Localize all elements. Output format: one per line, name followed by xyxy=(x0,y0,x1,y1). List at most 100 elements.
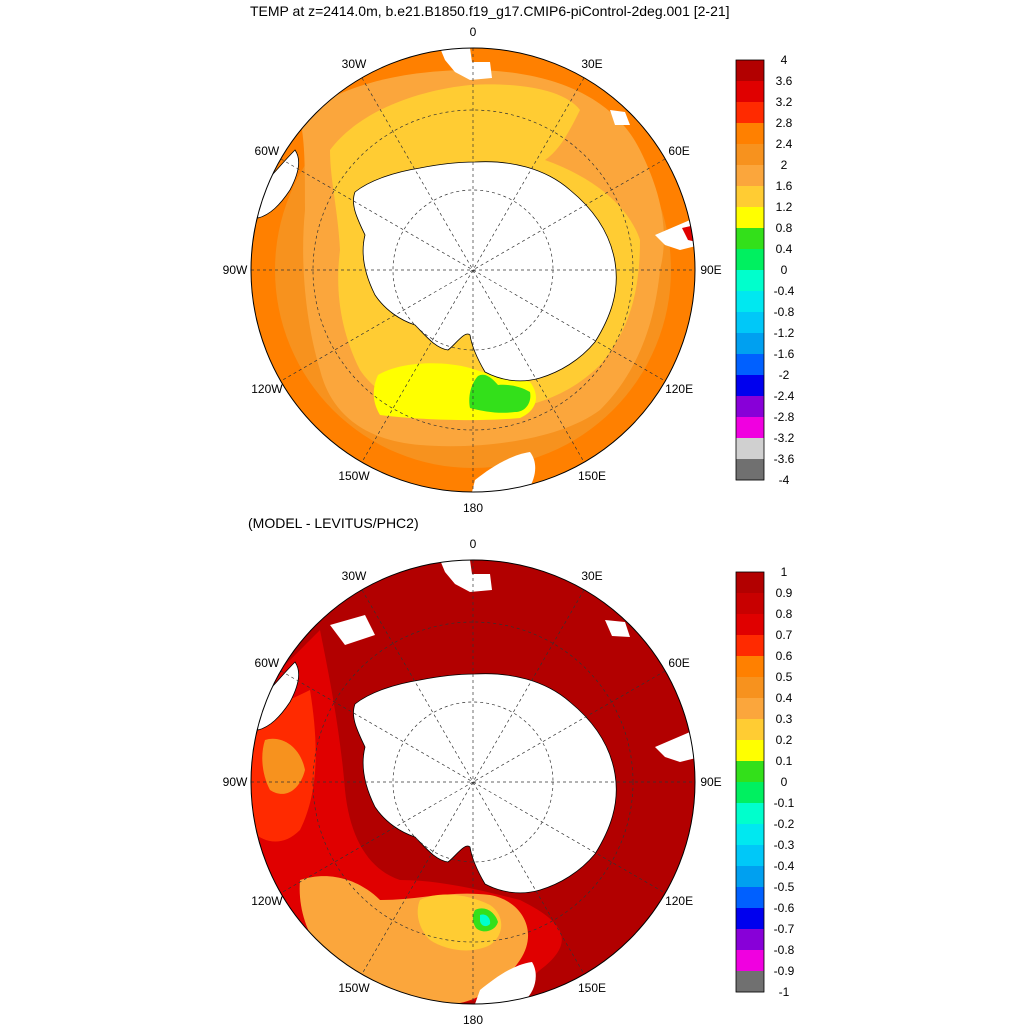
colorbar-swatch xyxy=(736,270,764,292)
longitude-label: 90W xyxy=(223,775,248,789)
longitude-label: 150W xyxy=(338,981,370,995)
colorbar-tick-label: -0.7 xyxy=(774,922,795,936)
colorbar-tick-label: -0.4 xyxy=(774,859,795,873)
colorbar-tick-label: -0.8 xyxy=(774,943,795,957)
top-polar-map: 0 30E 60E 90E 120E 150E 180 150W 120W 90W 60W 30W xyxy=(223,25,722,515)
colorbar-tick-label: -0.6 xyxy=(774,901,795,915)
colorbar-tick-label: -3.2 xyxy=(774,431,795,445)
bottom-map-land-patch-d xyxy=(655,732,695,762)
longitude-label: 150W xyxy=(338,469,370,483)
colorbar-swatch xyxy=(736,824,764,846)
colorbar-tick-label: 0.1 xyxy=(776,754,793,768)
colorbar-swatch xyxy=(736,375,764,397)
colorbar-tick-label: 0.7 xyxy=(776,628,793,642)
colorbar-swatch xyxy=(736,761,764,783)
colorbar-tick-label: 3.6 xyxy=(776,74,793,88)
colorbar-swatch xyxy=(736,291,764,313)
colorbar-tick-label: -3.6 xyxy=(774,452,795,466)
colorbar-tick-label: -0.1 xyxy=(774,796,795,810)
top-map-antarctica xyxy=(353,161,617,382)
top-map-green-patch xyxy=(469,374,531,413)
colorbar-swatch xyxy=(736,144,764,166)
colorbar-tick-label: 0.8 xyxy=(776,607,793,621)
longitude-label: 60W xyxy=(255,656,280,670)
bottom-map-title: (MODEL - LEVITUS/PHC2) xyxy=(248,515,419,531)
longitude-label: 150E xyxy=(578,469,606,483)
bottom-map-land-patch-c xyxy=(605,620,630,637)
colorbar-swatch xyxy=(736,312,764,334)
colorbar-tick-label: -0.3 xyxy=(774,838,795,852)
colorbar-tick-label: 2.4 xyxy=(776,137,793,151)
colorbar-swatch xyxy=(736,123,764,145)
longitude-label: 150E xyxy=(578,981,606,995)
top-colorbar: 4 3.6 3.2 2.8 2.4 2 1.6 1.2 0.8 0.4 0 -0.4 -0.8 -1.2 -… xyxy=(735,53,795,487)
colorbar-tick-label: 0.3 xyxy=(776,712,793,726)
bottom-map-land-patch-a xyxy=(440,560,492,592)
longitude-label: 60W xyxy=(255,144,280,158)
colorbar-swatch xyxy=(736,866,764,888)
colorbar-swatch xyxy=(736,81,764,103)
colorbar-tick-label: 0.4 xyxy=(776,242,793,256)
colorbar-tick-label: -2.8 xyxy=(774,410,795,424)
colorbar-tick-label: 1.6 xyxy=(776,179,793,193)
colorbar-swatch xyxy=(736,929,764,951)
colorbar-tick-label: 0.8 xyxy=(776,221,793,235)
colorbar-tick-label: 4 xyxy=(781,53,788,67)
colorbar-tick-label: -0.2 xyxy=(774,817,795,831)
colorbar-tick-label: 1 xyxy=(781,565,788,579)
bottom-polar-map: 0 30E 60E 90E 120E 150E 180 150W 120W 90W 60W 30W xyxy=(223,537,722,1024)
colorbar-swatch xyxy=(736,887,764,909)
bottom-map-antarctica xyxy=(353,673,617,894)
longitude-label: 90E xyxy=(700,775,721,789)
colorbar-tick-label: -1.2 xyxy=(774,326,795,340)
colorbar-swatch xyxy=(736,908,764,930)
colorbar-swatch xyxy=(736,971,764,993)
top-map-title: TEMP at z=2414.0m, b.e21.B1850.f19_g17.C… xyxy=(250,3,730,19)
colorbar-tick-label: -2 xyxy=(779,368,790,382)
colorbar-swatch xyxy=(736,417,764,439)
colorbar-tick-label: 1.2 xyxy=(776,200,793,214)
colorbar-swatch xyxy=(736,249,764,271)
bottom-map-new-zealand xyxy=(475,962,536,1004)
bottom-map-orange-blob-a xyxy=(262,738,305,794)
colorbar-swatch xyxy=(736,396,764,418)
colorbar-tick-label: -0.8 xyxy=(774,305,795,319)
longitude-label: 180 xyxy=(463,501,483,515)
longitude-label: 30W xyxy=(342,569,367,583)
colorbar-tick-label: 0 xyxy=(781,263,788,277)
longitude-label: 30E xyxy=(581,57,602,71)
colorbar-swatch xyxy=(736,677,764,699)
colorbar-swatch xyxy=(736,698,764,720)
colorbar-swatch xyxy=(736,186,764,208)
colorbar-tick-label: -1.6 xyxy=(774,347,795,361)
colorbar-tick-label: 0.4 xyxy=(776,691,793,705)
colorbar-tick-label: 0.6 xyxy=(776,649,793,663)
colorbar-tick-label: -4 xyxy=(779,473,790,487)
colorbar-tick-label: 2.8 xyxy=(776,116,793,130)
colorbar-outline xyxy=(735,59,765,481)
colorbar-tick-label: 2 xyxy=(781,158,788,172)
longitude-label: 90W xyxy=(223,263,248,277)
longitude-label: 60E xyxy=(668,144,689,158)
colorbar-swatch xyxy=(736,803,764,825)
colorbar-swatch xyxy=(736,614,764,636)
colorbar-swatch xyxy=(736,438,764,460)
longitude-label: 30E xyxy=(581,569,602,583)
colorbar-swatch xyxy=(736,950,764,972)
colorbar-swatch xyxy=(736,354,764,376)
colorbar-swatch xyxy=(736,228,764,250)
longitude-label: 120W xyxy=(251,894,283,908)
colorbar-tick-label: 3.2 xyxy=(776,95,793,109)
colorbar-swatch xyxy=(736,102,764,124)
longitude-label: 30W xyxy=(342,57,367,71)
colorbar-swatch xyxy=(736,60,764,82)
colorbar-tick-label: 0.2 xyxy=(776,733,793,747)
bottom-colorbar: 1 0.9 0.8 0.7 0.6 0.5 0.4 0.3 0.2 0.1 0 -0.1 -0.2 -0.… xyxy=(735,565,795,999)
colorbar-swatch xyxy=(736,207,764,229)
longitude-label: 0 xyxy=(470,25,477,39)
colorbar-swatch xyxy=(736,782,764,804)
colorbar-tick-label: -0.4 xyxy=(774,284,795,298)
longitude-label: 60E xyxy=(668,656,689,670)
bottom-map-cyan-patch xyxy=(480,914,491,927)
